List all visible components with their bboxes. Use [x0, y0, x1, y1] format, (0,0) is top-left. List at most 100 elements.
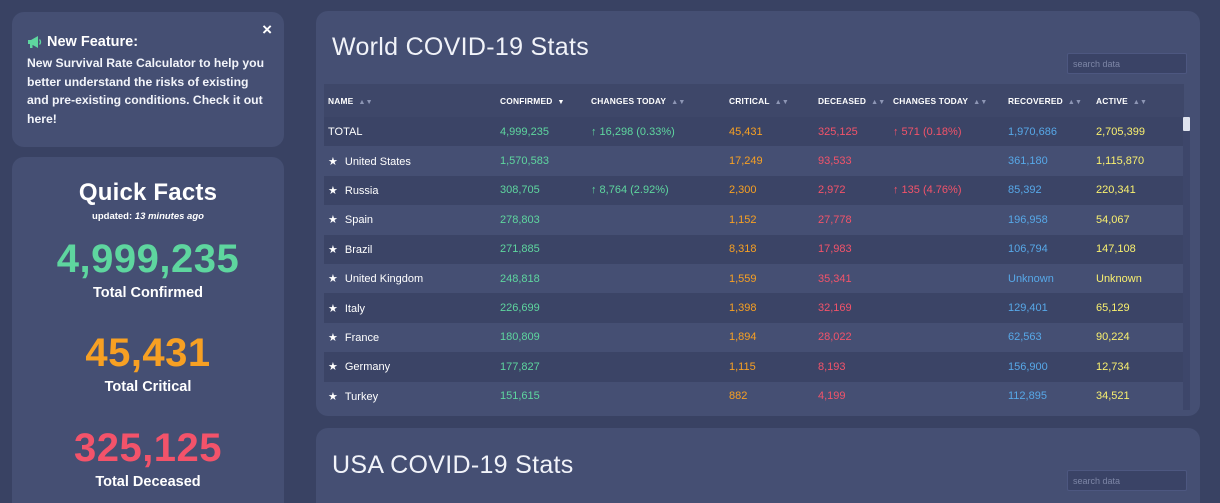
cell-recovered: 1,970,686	[1008, 125, 1057, 138]
feature-link[interactable]: Check it out here!	[27, 93, 263, 126]
table-row[interactable]: ★ Brazil 271,885 8,318 17,983 106,794 147,108	[324, 234, 1184, 264]
world-stats-table: NAME ▲▼ CONFIRMED ▼ CHANGES TODAY ▲▼ CRITIC…	[324, 84, 1184, 410]
cell-deceased-changes-today	[889, 293, 1004, 322]
total-deceased-label: Total Deceased	[95, 474, 201, 490]
cell-critical: 1,894	[729, 331, 757, 344]
star-icon[interactable]: ★	[328, 214, 338, 227]
cell-deceased-changes-today: ↑ 135 (4.76%)	[893, 184, 962, 197]
world-stats-table-container[interactable]: NAME ▲▼ CONFIRMED ▼ CHANGES TODAY ▲▼ CRITIC…	[324, 84, 1190, 410]
country-name: Italy	[344, 302, 366, 315]
cell-critical: 1,152	[729, 213, 757, 226]
cell-critical: 1,398	[729, 302, 757, 315]
sort-icon: ▲▼	[671, 98, 686, 106]
world-search-input[interactable]	[1067, 53, 1187, 74]
country-name: TOTAL	[328, 125, 363, 138]
star-icon[interactable]: ★	[328, 243, 338, 256]
col-header-label: ACTIVE	[1096, 95, 1128, 106]
cell-deceased-changes-today	[889, 352, 1004, 381]
table-row[interactable]: ★ Italy 226,699 1,398 32,169 129,401 65,129	[324, 293, 1184, 323]
table-row[interactable]: ★ France 180,809 1,894 28,022 62,563 90,224	[324, 322, 1184, 353]
cell-recovered: 129,401	[1008, 302, 1048, 315]
sort-icon: ▲▼	[1132, 98, 1148, 106]
cell-confirmed: 278,803	[500, 213, 540, 226]
table-row[interactable]: ★ United States 1,570,583 17,249 93,533 361,1…	[324, 146, 1184, 176]
star-icon[interactable]: ★	[328, 302, 338, 315]
col-header-deceased-changes-today[interactable]: CHANGES TODAY ▲▼	[889, 84, 1004, 117]
col-header-deceased[interactable]: DECEASED ▲▼	[814, 84, 889, 117]
cell-active: 2,705,399	[1096, 125, 1145, 138]
feature-text: New Survival Rate Calculator to help you…	[27, 56, 265, 107]
cell-changes-today: ↑ 8,764 (2.92%)	[591, 184, 669, 197]
quick-facts-card: Quick Facts updated: 13 minutes ago 4,99…	[12, 157, 284, 503]
col-header-name[interactable]: NAME ▲▼	[324, 84, 496, 117]
close-icon[interactable]: ×	[262, 20, 272, 39]
total-confirmed-value: 4,999,235	[56, 237, 240, 281]
cell-recovered: 361,180	[1008, 155, 1048, 168]
cell-name: ★ United States	[324, 146, 496, 175]
table-row[interactable]: ★ Germany 177,827 1,115 8,193 156,900 12,734	[324, 352, 1184, 382]
country-name: United States	[344, 155, 411, 168]
star-icon[interactable]: ★	[328, 390, 338, 403]
cell-changes-today	[587, 264, 725, 293]
cell-changes-today	[587, 323, 725, 352]
col-header-critical[interactable]: CRITICAL ▲▼	[725, 84, 814, 117]
usa-search-input[interactable]	[1067, 470, 1187, 491]
cell-recovered: 196,958	[1008, 213, 1048, 226]
cell-critical: 2,300	[729, 184, 757, 197]
cell-changes-today: ↑ 16,298 (0.33%)	[591, 125, 675, 138]
cell-recovered: 106,794	[1008, 243, 1048, 256]
total-critical-label: Total Critical	[104, 379, 192, 395]
sort-icon: ▲▼	[358, 98, 373, 106]
star-icon[interactable]: ★	[328, 331, 338, 344]
col-header-label: NAME	[328, 95, 354, 106]
col-header-label: DECEASED	[818, 95, 867, 106]
cell-name: ★ United Kingdom	[324, 264, 496, 293]
table-row[interactable]: ★ Turkey 151,615 882 4,199 112,895 34,521	[324, 381, 1184, 410]
cell-active: 220,341	[1096, 184, 1136, 197]
country-name: Germany	[344, 361, 391, 374]
cell-changes-today	[587, 382, 725, 410]
feature-title: New Feature:	[47, 34, 139, 50]
country-name: Brazil	[344, 243, 373, 256]
cell-critical: 882	[729, 390, 748, 403]
scrollbar-thumb[interactable]	[1183, 117, 1190, 131]
star-icon[interactable]: ★	[328, 273, 338, 286]
cell-recovered: 112,895	[1008, 390, 1047, 403]
cell-deceased-changes-today	[889, 205, 1004, 234]
feature-description: New Survival Rate Calculator to help you…	[27, 54, 270, 128]
col-header-changes-today[interactable]: CHANGES TODAY ▲▼	[587, 84, 725, 117]
table-row[interactable]: ★ United Kingdom 248,818 1,559 35,341 Unknown…	[324, 263, 1184, 294]
country-name: Turkey	[344, 390, 379, 403]
star-icon[interactable]: ★	[328, 184, 338, 197]
col-header-confirmed[interactable]: CONFIRMED ▼	[496, 84, 587, 117]
cell-active: 1,115,870	[1096, 155, 1145, 168]
col-header-active[interactable]: ACTIVE ▲▼	[1092, 84, 1184, 117]
col-header-label: CHANGES TODAY	[591, 95, 667, 106]
table-row[interactable]: TOTAL 4,999,235 ↑ 16,298 (0.33%) 45,431 325,…	[324, 117, 1184, 147]
table-row[interactable]: ★ Russia 308,705 ↑ 8,764 (2.92%) 2,300 2,972 ↑…	[324, 175, 1184, 206]
cell-active: 54,067	[1096, 213, 1130, 226]
cell-deceased: 93,533	[818, 155, 852, 168]
cell-recovered: 62,563	[1008, 331, 1042, 344]
table-scrollbar[interactable]	[1183, 117, 1190, 410]
total-critical-value: 45,431	[85, 331, 211, 375]
country-name: United Kingdom	[344, 273, 424, 286]
cell-deceased: 17,983	[818, 243, 852, 256]
col-header-label: RECOVERED	[1008, 95, 1063, 106]
cell-confirmed: 180,809	[500, 331, 540, 344]
cell-changes-today	[587, 205, 725, 234]
table-row[interactable]: ★ Spain 278,803 1,152 27,778 196,958 54,067	[324, 205, 1184, 235]
country-name: Spain	[344, 214, 374, 227]
cell-critical: 1,115	[729, 360, 756, 373]
star-icon[interactable]: ★	[328, 155, 338, 168]
cell-deceased: 28,022	[818, 331, 852, 344]
col-header-label: CONFIRMED	[500, 95, 553, 106]
cell-deceased-changes-today	[889, 382, 1004, 410]
cell-changes-today	[587, 293, 725, 322]
country-name: France	[344, 331, 380, 344]
sort-desc-icon: ▼	[557, 98, 565, 106]
cell-active: 12,734	[1096, 360, 1130, 373]
cell-confirmed: 4,999,235	[500, 125, 549, 138]
col-header-recovered[interactable]: RECOVERED ▲▼	[1004, 84, 1092, 117]
star-icon[interactable]: ★	[328, 361, 338, 374]
